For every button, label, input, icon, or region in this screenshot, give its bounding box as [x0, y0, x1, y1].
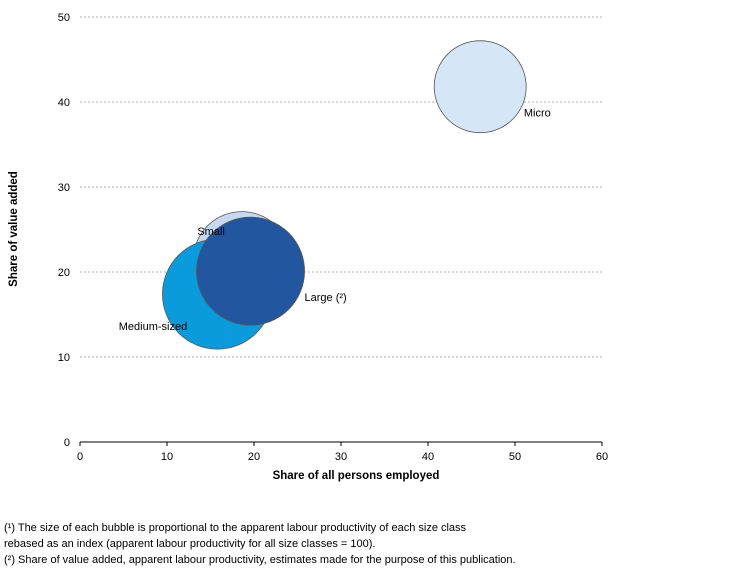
bubble-chart: 0 10 20 30 40 50 60 0 10 20 30 40 50 Micro Small Medi…: [8, 12, 608, 482]
x-axis-title: Share of all persons employed: [273, 470, 440, 482]
bubble-micro: [433, 40, 527, 134]
y-tick-label: 20: [58, 267, 70, 279]
bubble-label: Micro: [524, 108, 551, 120]
x-tick-label: 30: [335, 451, 347, 463]
x-tick-label: 50: [509, 451, 521, 463]
footnotes: (¹) The size of each bubble is proportio…: [4, 520, 739, 568]
x-tick-label: 40: [422, 451, 434, 463]
y-tick-label: 0: [64, 437, 70, 449]
x-tick-label: 10: [161, 451, 173, 463]
bubble-label: Small: [197, 226, 225, 238]
x-tick-label: 0: [77, 451, 83, 463]
y-tick-label: 10: [58, 352, 70, 364]
y-tick-label: 30: [58, 182, 70, 194]
bubble-large: [196, 216, 305, 326]
bubbles: [162, 40, 527, 350]
y-axis-title: Share of value added: [8, 171, 20, 287]
y-ticks: 0 10 20 30 40 50: [58, 12, 70, 449]
y-tick-label: 40: [58, 97, 70, 109]
bubble-labels: Micro Small Medium-sized Large (²): [119, 108, 551, 333]
y-tick-label: 50: [58, 12, 70, 24]
bubble-label: Medium-sized: [119, 321, 187, 333]
x-tick-label: 20: [248, 451, 260, 463]
x-tick-label: 60: [596, 451, 608, 463]
footnote-2: (²) Share of value added, apparent labou…: [4, 554, 516, 566]
gridlines: [80, 16, 602, 358]
x-ticks: 0 10 20 30 40 50 60: [77, 442, 608, 463]
bubble-label: Large (²): [305, 292, 347, 304]
footnote-1: (¹) The size of each bubble is proportio…: [4, 522, 467, 550]
